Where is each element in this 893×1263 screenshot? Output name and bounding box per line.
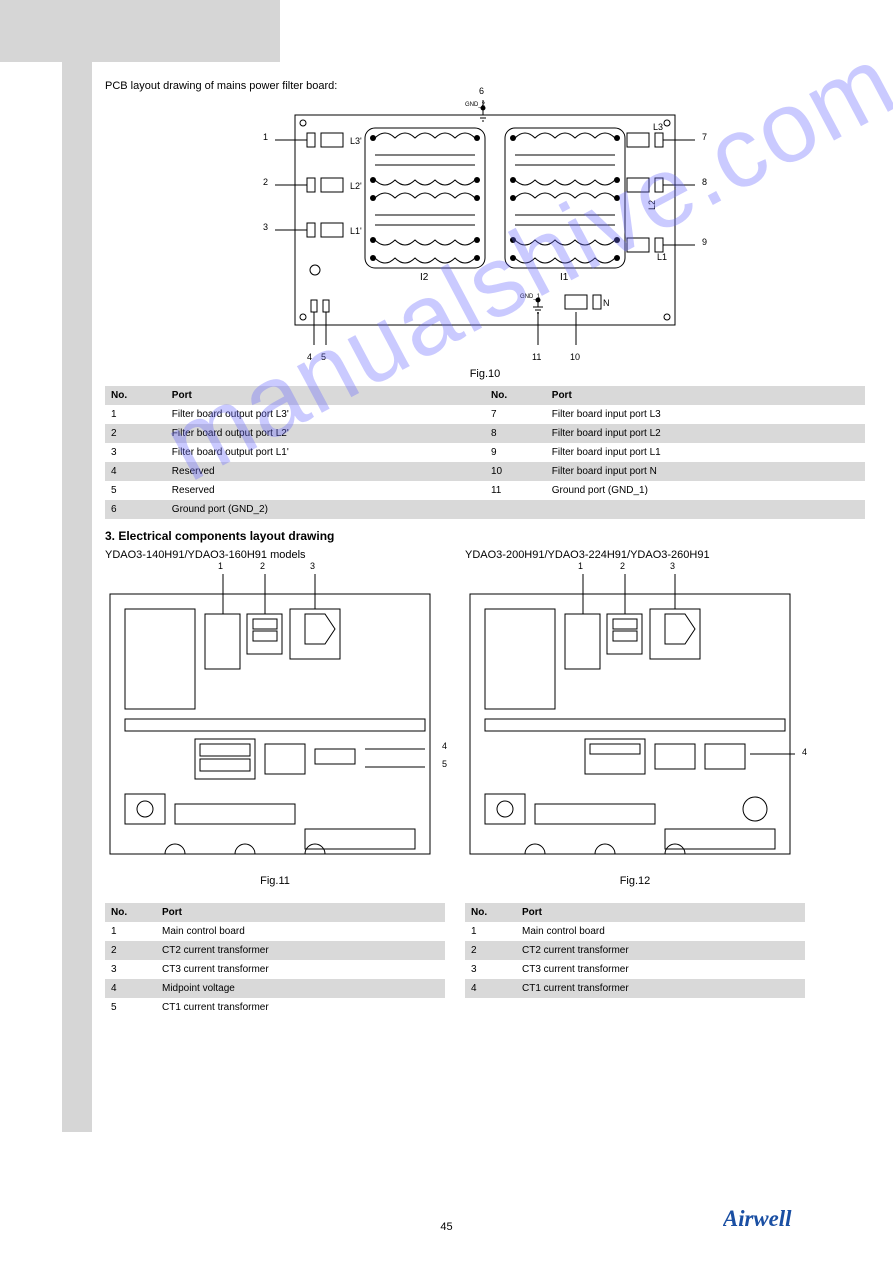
table-row: 4CT1 current transformer (465, 979, 805, 998)
callout-3: 3 (263, 222, 268, 232)
svg-text:L3: L3 (653, 122, 663, 132)
table-row: 2CT2 current transformer (105, 941, 445, 960)
table-header: No.Port (465, 903, 805, 922)
table-row: 5CT1 current transformer (105, 998, 445, 1017)
callout-6: 6 (479, 86, 484, 96)
section1-title: PCB layout drawing of mains power filter… (105, 80, 865, 92)
callout-5: 5 (321, 352, 326, 362)
table-row: 3CT3 current transformer (105, 960, 445, 979)
pcb-diagram: L3' L2' L1' L3 L2 L1 I2 I1 N GND_2 GND_1… (265, 100, 705, 350)
top-grey-block (0, 0, 280, 62)
section1-table: No. Port No. Port 1Filter board output p… (105, 386, 865, 519)
side-grey-block (62, 62, 92, 1132)
table-row: 4Midpoint voltage (105, 979, 445, 998)
r-c1: 1 (578, 561, 583, 571)
table-row: 3Filter board output port L1'9Filter boa… (105, 443, 865, 462)
brand-logo: Airwell (723, 1200, 843, 1243)
table-header: No.Port (105, 903, 445, 922)
page-content: PCB layout drawing of mains power filter… (105, 80, 865, 1017)
callout-1: 1 (263, 132, 268, 142)
table-row: 1Main control board (105, 922, 445, 941)
svg-text:L1: L1 (657, 252, 667, 262)
table-row: 3CT3 current transformer (465, 960, 805, 979)
table-row: 1Main control board (465, 922, 805, 941)
table-row: 5Reserved11Ground port (GND_1) (105, 481, 865, 500)
page-number: 45 (440, 1221, 452, 1233)
airwell-logo-text: Airwell (723, 1206, 792, 1231)
l-c5: 5 (442, 759, 447, 769)
table-header: No. Port No. Port (105, 386, 865, 405)
right-table: No.Port 1Main control board 2CT2 current… (465, 903, 805, 998)
callout-9: 9 (702, 237, 707, 247)
r-c4: 4 (802, 747, 807, 757)
callout-4: 4 (307, 352, 312, 362)
callout-11: 11 (532, 352, 541, 362)
table-row: 2Filter board output port L2'8Filter boa… (105, 424, 865, 443)
callout-8: 8 (702, 177, 707, 187)
table-row: 6Ground port (GND_2) (105, 500, 865, 519)
r-c3: 3 (670, 561, 675, 571)
svg-text:L3': L3' (350, 136, 362, 146)
l-c3: 3 (310, 561, 315, 571)
svg-text:L1': L1' (350, 226, 362, 236)
l-c1: 1 (218, 561, 223, 571)
svg-text:L2': L2' (350, 181, 362, 191)
svg-text:L2: L2 (647, 200, 657, 210)
svg-text:N: N (603, 298, 610, 308)
fig12-caption: Fig.12 (465, 875, 805, 887)
l-c2: 2 (260, 561, 265, 571)
l-c4: 4 (442, 741, 447, 751)
electrical-box-row: 1 2 3 4 5 (105, 569, 865, 869)
section2-title: 3. Electrical components layout drawing (105, 529, 865, 543)
svg-text:GND_1: GND_1 (520, 294, 541, 300)
svg-text:I1: I1 (560, 272, 569, 283)
svg-text:I2: I2 (420, 272, 429, 283)
bottom-tables: No.Port 1Main control board 2CT2 current… (105, 903, 865, 1017)
callout-2: 2 (263, 177, 268, 187)
svg-text:GND_2: GND_2 (465, 102, 486, 108)
ebox-right: 1 2 3 4 (465, 569, 805, 869)
callout-7: 7 (702, 132, 707, 142)
fig11-caption: Fig.11 (105, 875, 445, 887)
r-c2: 2 (620, 561, 625, 571)
table-row: 2CT2 current transformer (465, 941, 805, 960)
table-row: 1Filter board output port L3'7Filter boa… (105, 405, 865, 424)
right-subtitle: YDAO3-200H91/YDAO3-224H91/YDAO3-260H91 (465, 549, 805, 561)
left-table: No.Port 1Main control board 2CT2 current… (105, 903, 445, 1017)
fig10-caption: Fig.10 (105, 368, 865, 380)
callout-10: 10 (570, 352, 580, 362)
left-subtitle: YDAO3-140H91/YDAO3-160H91 models (105, 549, 445, 561)
table-row: 4Reserved10Filter board input port N (105, 462, 865, 481)
ebox-left: 1 2 3 4 5 (105, 569, 445, 869)
